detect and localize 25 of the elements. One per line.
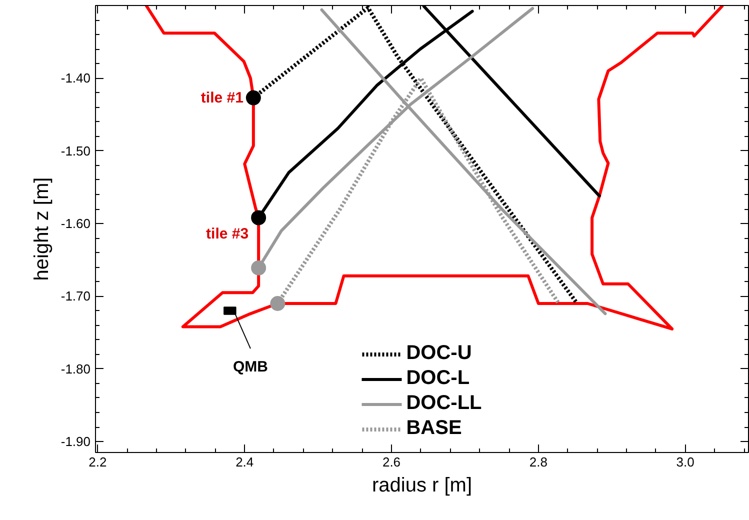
y-tick-label: -1.60: [60, 216, 91, 232]
x-tick-label: 2.4: [236, 454, 254, 470]
x-tick-label: 2.2: [88, 454, 107, 470]
y-tick-label: -1.40: [60, 70, 91, 86]
y-axis-title: height z [m]: [30, 177, 53, 281]
y-tick-label: -1.50: [60, 143, 91, 158]
x-tick-label: 3.0: [676, 454, 694, 470]
legend-label: DOC-U: [406, 342, 472, 365]
legend-label: DOC-L: [406, 367, 470, 390]
line-series: [144, 6, 724, 330]
x-tick-label: 2.6: [382, 454, 401, 470]
x-axis-title: radius r [m]: [372, 474, 472, 496]
annotation: tile #3: [206, 226, 249, 243]
annotation: tile #1: [200, 89, 244, 106]
y-tick-label: -1.70: [60, 288, 91, 304]
x-tick-label: 2.8: [529, 454, 548, 470]
point: [251, 210, 266, 226]
legend-label: BASE: [406, 417, 462, 440]
y-tick-label: -1.90: [60, 434, 91, 450]
point: [251, 260, 266, 276]
point: [246, 90, 261, 106]
legend-label: DOC-LL: [406, 392, 482, 415]
annotation: QMB: [232, 358, 268, 376]
point: [270, 296, 286, 311]
y-tick-label: -1.80: [60, 361, 91, 376]
